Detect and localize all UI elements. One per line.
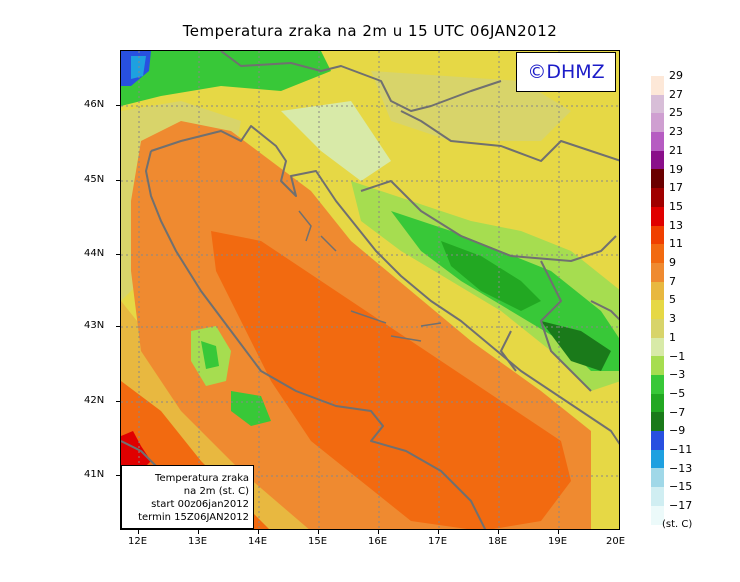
temperature-map [120, 50, 620, 530]
lon-label-18e: 18E [488, 536, 508, 547]
forecast-info-box: Temperatura zraka na 2m (st. C) start 00… [121, 465, 254, 529]
legend-label: 3 [669, 312, 676, 326]
coastlines [121, 51, 619, 529]
legend-label: 15 [669, 199, 683, 213]
legend-label: 21 [669, 143, 683, 157]
legend-label: −15 [669, 480, 693, 494]
legend-label: −1 [669, 349, 686, 363]
lon-label-20e: 20E [606, 536, 626, 547]
lon-tick [438, 530, 439, 534]
legend-label: 25 [669, 106, 683, 120]
info-line-4: termin 15Z06JAN2012 [138, 512, 249, 523]
lon-label-19e: 19E [548, 536, 568, 547]
legend-label: 29 [669, 69, 683, 82]
lon-label-15e: 15E [308, 536, 328, 547]
lon-tick [258, 530, 259, 534]
temperature-field [121, 51, 619, 529]
legend-label: 27 [669, 87, 683, 101]
land-pale-istria [281, 101, 391, 181]
legend-unit: (st. C) [662, 519, 693, 530]
lat-tick [116, 254, 120, 255]
cold-patch-apennine-1-core [201, 341, 219, 369]
lon-label-16e: 16E [368, 536, 388, 547]
legend-label: −13 [669, 461, 693, 475]
legend-swatch [651, 468, 664, 488]
legend-swatch [651, 431, 664, 450]
legend-label: 19 [669, 162, 683, 176]
legend-swatch [651, 337, 664, 357]
lon-tick [318, 530, 319, 534]
lat-label-46n: 46N [84, 99, 105, 110]
lat-tick [116, 401, 120, 402]
legend-swatch [651, 169, 664, 189]
legend-label: 1 [669, 330, 676, 344]
map-title: Temperatura zraka na 2m u 15 UTC 06JAN20… [182, 22, 558, 40]
lon-tick [198, 530, 199, 534]
lon-tick [498, 530, 499, 534]
dinaric-coldest-core [541, 321, 611, 371]
legend-swatch [651, 206, 664, 226]
lon-tick [558, 530, 559, 534]
legend-label: 7 [669, 274, 676, 288]
legend-swatch [651, 318, 664, 338]
legend-label: −17 [669, 499, 693, 513]
legend-swatch [651, 412, 664, 432]
legend-swatch [651, 281, 664, 301]
sea-adriatic-warm [211, 231, 571, 529]
lat-label-43n: 43N [84, 320, 105, 331]
legend-swatch [651, 150, 664, 170]
legend-swatch [651, 132, 664, 151]
legend-swatch [651, 300, 664, 319]
legend-swatch [651, 449, 664, 469]
legend-swatch [651, 244, 664, 263]
lat-tick [116, 326, 120, 327]
lat-label-41n: 41N [84, 469, 105, 480]
legend-label: 11 [669, 237, 683, 251]
legend-swatch [651, 94, 664, 114]
lat-label-44n: 44N [84, 248, 105, 259]
legend-label: 9 [669, 256, 676, 269]
lat-tick [116, 180, 120, 181]
lat-label-42n: 42N [84, 395, 105, 406]
lon-label-17e: 17E [428, 536, 448, 547]
lat-label-45n: 45N [84, 174, 105, 185]
lon-label-14e: 14E [248, 536, 268, 547]
legend-swatch [651, 76, 664, 95]
legend-label: −7 [669, 405, 686, 419]
legend-label: −3 [669, 368, 686, 382]
hot-spot [121, 431, 151, 471]
lon-tick [378, 530, 379, 534]
dinaric-cold-core [441, 241, 541, 311]
legend-swatch [651, 262, 664, 282]
legend-swatch [651, 505, 664, 525]
legend-label: −11 [669, 443, 693, 456]
cold-patch-apennine-2 [231, 391, 271, 426]
lon-label-12e: 12E [128, 536, 148, 547]
legend-swatch [651, 487, 664, 506]
legend-swatch [651, 393, 664, 413]
lon-tick [138, 530, 139, 534]
legend-label: −5 [669, 386, 686, 400]
legend-label: 23 [669, 125, 683, 139]
islands [298, 210, 442, 342]
legend-label: −9 [669, 424, 686, 438]
info-line-3: start 00z06jan2012 [151, 499, 249, 510]
legend-swatch [651, 225, 664, 245]
legend-label: 13 [669, 218, 683, 232]
legend-swatch [651, 375, 664, 394]
copyright-badge: ©DHMZ [516, 52, 616, 92]
legend-swatch [651, 188, 664, 207]
legend-swatch [651, 113, 664, 133]
color-legend [651, 76, 664, 525]
legend-label: 5 [669, 293, 676, 307]
legend-swatch [651, 356, 664, 375]
lat-tick [116, 105, 120, 106]
lat-tick [116, 475, 120, 476]
info-line-2: na 2m (st. C) [183, 486, 249, 497]
info-line-1: Temperatura zraka [155, 473, 249, 484]
legend-label: 17 [669, 181, 683, 195]
lon-label-13e: 13E [188, 536, 208, 547]
